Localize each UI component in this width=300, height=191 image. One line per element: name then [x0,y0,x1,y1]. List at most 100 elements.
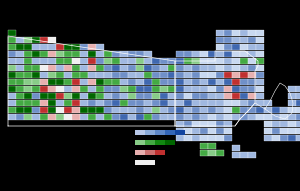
Bar [192,100,200,106]
Bar [224,113,232,120]
Bar [208,121,215,127]
Bar [200,128,208,134]
Bar [168,57,176,64]
Bar [24,71,32,78]
Bar [224,107,232,113]
Bar [208,50,215,57]
Bar [40,71,47,78]
Bar [208,142,215,149]
Bar [104,92,112,99]
Bar [165,130,175,135]
Bar [232,151,239,158]
Bar [176,113,184,120]
Bar [24,50,32,57]
Bar [240,44,247,50]
Bar [64,50,71,57]
Bar [208,92,215,99]
Bar [128,79,136,85]
Bar [264,113,272,120]
Bar [176,79,184,85]
Bar [72,57,80,64]
Bar [155,130,165,135]
Bar [104,71,112,78]
Bar [272,121,280,127]
Bar [16,100,23,106]
Bar [296,100,300,106]
Bar [96,113,103,120]
Bar [168,100,176,106]
Bar [144,113,152,120]
Bar [224,128,232,134]
Bar [56,71,64,78]
Bar [120,113,127,120]
Bar [240,86,247,92]
Bar [160,107,167,113]
Bar [56,113,64,120]
Bar [256,92,263,99]
Bar [184,57,191,64]
Bar [32,86,40,92]
Bar [112,65,119,71]
Bar [256,36,263,43]
Bar [200,150,208,156]
Bar [32,107,40,113]
Bar [64,44,71,50]
Bar [248,57,256,64]
Bar [40,100,47,106]
Bar [24,36,32,43]
Bar [80,86,88,92]
Bar [88,86,95,92]
Bar [248,29,256,36]
Bar [144,79,152,85]
Bar [136,65,143,71]
Bar [24,92,32,99]
Bar [24,79,32,85]
Bar [192,50,200,57]
Bar [232,100,239,106]
Bar [120,50,127,57]
Bar [224,71,232,78]
Bar [272,107,280,113]
Bar [144,107,152,113]
Bar [96,71,103,78]
Bar [256,71,263,78]
Bar [256,100,263,106]
Bar [104,79,112,85]
Bar [264,121,272,127]
Bar [104,107,112,113]
Bar [135,130,145,135]
Bar [32,44,40,50]
Bar [240,50,247,57]
Bar [200,71,208,78]
Bar [80,100,88,106]
Bar [208,134,215,141]
Bar [256,79,263,85]
Bar [88,57,95,64]
Bar [224,36,232,43]
Bar [264,107,272,113]
Bar [264,100,272,106]
Bar [256,44,263,50]
Bar [160,92,167,99]
Bar [88,100,95,106]
Bar [176,92,184,99]
Bar [64,92,71,99]
Bar [16,65,23,71]
Bar [24,44,32,50]
Bar [224,86,232,92]
Bar [135,160,155,165]
Bar [136,79,143,85]
Bar [248,36,256,43]
Bar [128,65,136,71]
Bar [96,50,103,57]
Bar [144,57,152,64]
Bar [216,150,224,156]
Bar [40,50,47,57]
Bar [48,86,56,92]
Bar [296,107,300,113]
Bar [112,100,119,106]
Bar [224,29,232,36]
Bar [72,86,80,92]
Bar [104,57,112,64]
Bar [184,113,191,120]
